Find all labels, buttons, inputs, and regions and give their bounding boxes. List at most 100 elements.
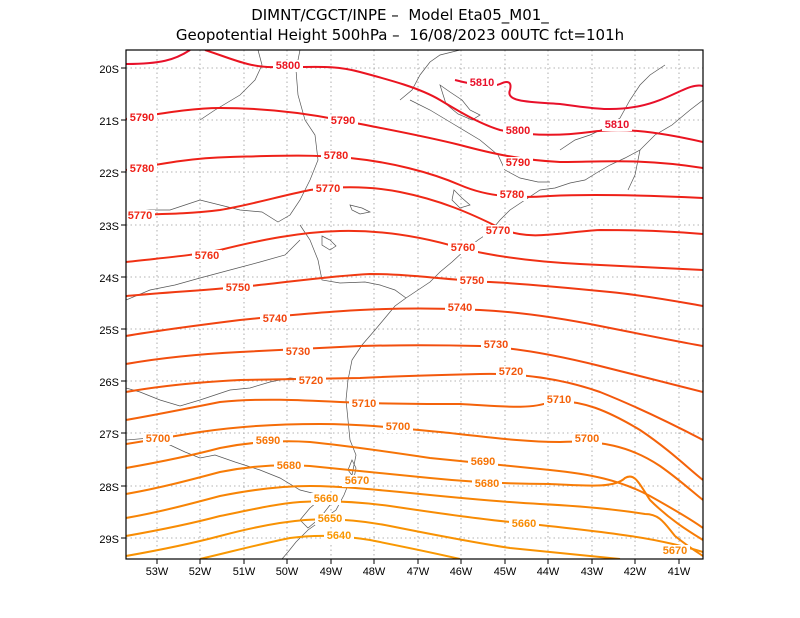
contour-label-bg	[315, 513, 345, 525]
contour-label-5710: 5710	[352, 398, 376, 410]
lat-label: 22S	[99, 168, 119, 180]
contour-5790	[126, 106, 703, 169]
contour-label-5780: 5780	[500, 189, 524, 201]
contour-label-bg	[448, 242, 478, 254]
contour-label-5700: 5700	[386, 421, 410, 433]
contour-label-5750: 5750	[226, 282, 250, 294]
contour-label-bg	[342, 475, 372, 487]
contour-label-5770: 5770	[316, 183, 340, 195]
contour-5740	[126, 307, 703, 347]
contour-5680	[126, 464, 703, 541]
state-border-5	[399, 50, 461, 101]
contour-5690	[126, 440, 703, 529]
contour-label-5650: 5650	[318, 513, 342, 525]
state-border-9	[627, 149, 641, 191]
contour-label-bg	[127, 112, 157, 124]
contour-label-bg	[496, 366, 526, 378]
lat-label: 27S	[99, 429, 119, 441]
contour-label-bg	[660, 545, 690, 557]
contour-label-bg	[503, 157, 533, 169]
contour-label-5700: 5700	[146, 433, 170, 445]
state-border-8	[559, 64, 666, 151]
lat-label: 26S	[99, 377, 119, 389]
contour-label-bg	[126, 210, 155, 222]
contour-label-5710: 5710	[547, 394, 571, 406]
lake-4	[451, 189, 471, 209]
contour-label-5690: 5690	[471, 456, 495, 468]
map-title-line-1: DIMNT/CGCT/INPE – Model Eta05_M01_	[251, 6, 549, 24]
state-border-1	[126, 50, 319, 223]
contour-5750	[126, 272, 703, 307]
contour-label-5790: 5790	[130, 112, 154, 124]
map-title-line-2: Geopotential Height 500hPa – 16/08/2023 …	[175, 26, 625, 44]
contour-label-5720: 5720	[299, 375, 323, 387]
lat-label: 25S	[99, 325, 119, 337]
contour-label-bg	[192, 250, 222, 262]
contour-5810	[126, 50, 703, 111]
contour-label-bg	[349, 398, 379, 410]
contour-labels: 5810 5810 5800 5800 5790 5790 5790 5780 …	[126, 60, 690, 557]
contour-label-5680: 5680	[277, 460, 301, 472]
contour-label-5740: 5740	[448, 302, 472, 314]
contour-label-5810: 5810	[605, 119, 629, 131]
contour-label-5770: 5770	[128, 210, 152, 222]
lon-label: 53W	[146, 566, 169, 578]
lon-label: 41W	[668, 566, 691, 578]
contour-label-5690: 5690	[256, 435, 280, 447]
contour-label-5740: 5740	[263, 313, 287, 325]
contour-5710	[126, 398, 703, 481]
contour-label-5800: 5800	[276, 60, 300, 72]
state-border-2	[299, 224, 407, 299]
state-border-7	[504, 169, 550, 183]
contour-label-5800: 5800	[506, 125, 530, 137]
longitude-labels: 53W 52W 51W 50W 49W 48W 47W 46W 45W 44W …	[146, 566, 691, 578]
contour-label-bg	[321, 150, 351, 162]
lon-label: 50W	[276, 566, 299, 578]
lon-label: 49W	[320, 566, 343, 578]
contour-label-5730: 5730	[484, 339, 508, 351]
lon-label: 52W	[189, 566, 212, 578]
contour-label-5670: 5670	[663, 545, 687, 557]
state-border-10	[199, 50, 263, 121]
lon-label: 45W	[494, 566, 517, 578]
lon-label: 43W	[581, 566, 604, 578]
contour-label-bg	[497, 189, 527, 201]
contour-label-bg	[572, 433, 602, 445]
lon-label: 46W	[450, 566, 473, 578]
contour-5730	[126, 344, 703, 393]
contour-label-5810: 5810	[470, 77, 494, 89]
contour-label-bg	[127, 163, 157, 175]
contour-label-bg	[602, 119, 632, 131]
contour-label-bg	[143, 433, 173, 445]
contour-5720	[126, 372, 703, 441]
contour-5770	[126, 186, 703, 237]
contour-label-bg	[544, 394, 574, 406]
contour-label-5700: 5700	[575, 433, 599, 445]
lat-label: 28S	[99, 482, 119, 494]
contour-label-bg	[472, 478, 502, 490]
contour-label-5760: 5760	[195, 250, 219, 262]
contour-label-5780: 5780	[130, 163, 154, 175]
contour-5670	[126, 484, 703, 557]
contour-label-5770: 5770	[486, 225, 510, 237]
contour-label-bg	[445, 302, 475, 314]
lat-label: 24S	[99, 273, 119, 285]
contour-label-bg	[468, 456, 498, 468]
contour-label-bg	[509, 518, 539, 530]
lat-label: 23S	[99, 221, 119, 233]
tick-marks	[121, 67, 680, 564]
contour-label-bg	[274, 460, 304, 472]
contour-label-bg	[313, 183, 343, 195]
contour-label-5660: 5660	[314, 493, 338, 505]
contour-label-5790: 5790	[331, 115, 355, 127]
contour-label-bg	[457, 275, 487, 287]
latitude-labels: 20S 21S 22S 23S 24S 25S 26S 27S 28S 29S	[99, 64, 119, 546]
contour-label-bg	[483, 225, 513, 237]
contour-label-5660: 5660	[512, 518, 536, 530]
state-border-11	[126, 239, 301, 301]
contour-label-5790: 5790	[506, 157, 530, 169]
contour-label-bg	[311, 493, 341, 505]
contour-label-bg	[283, 346, 313, 358]
lake-3	[439, 84, 481, 121]
